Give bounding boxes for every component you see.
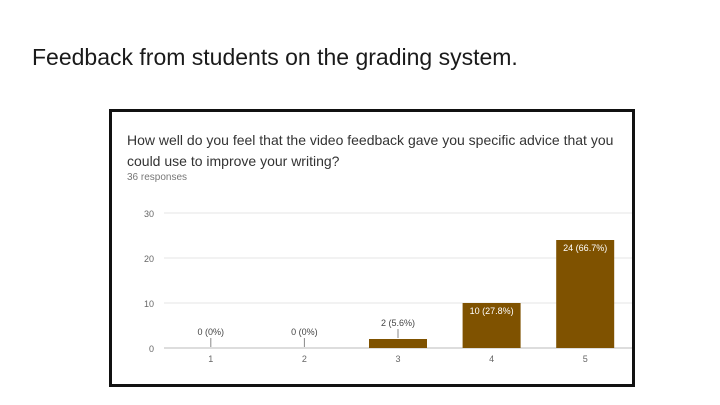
data-label: 0 (0%) bbox=[291, 327, 318, 337]
data-label: 10 (27.8%) bbox=[470, 306, 514, 316]
bar-chart: 0 10 20 30 1 0 (0%) 2 0 (0%) 3 2 (5.6%) 4 10 (27.8%… bbox=[144, 209, 632, 364]
question-title: How well do you feel that the video feed… bbox=[127, 132, 614, 169]
data-label: 24 (66.7%) bbox=[563, 243, 607, 253]
y-tick-label: 0 bbox=[149, 344, 154, 354]
bar bbox=[556, 240, 615, 348]
y-tick-label: 20 bbox=[144, 254, 154, 264]
x-tick-label: 2 bbox=[302, 354, 307, 364]
x-tick-label: 5 bbox=[583, 354, 588, 364]
y-tick-label: 10 bbox=[144, 299, 154, 309]
y-tick-label: 30 bbox=[144, 209, 154, 219]
chart-card: How well do you feel that the video feed… bbox=[109, 109, 635, 387]
slide-title: Feedback from students on the grading sy… bbox=[32, 44, 518, 70]
x-tick-label: 4 bbox=[489, 354, 494, 364]
bar bbox=[369, 339, 427, 348]
bar bbox=[462, 303, 521, 348]
data-label: 2 (5.6%) bbox=[381, 318, 415, 328]
response-count: 36 responses bbox=[127, 172, 188, 183]
x-tick-label: 1 bbox=[208, 354, 213, 364]
data-label: 0 (0%) bbox=[198, 327, 225, 337]
x-tick-label: 3 bbox=[395, 354, 400, 364]
